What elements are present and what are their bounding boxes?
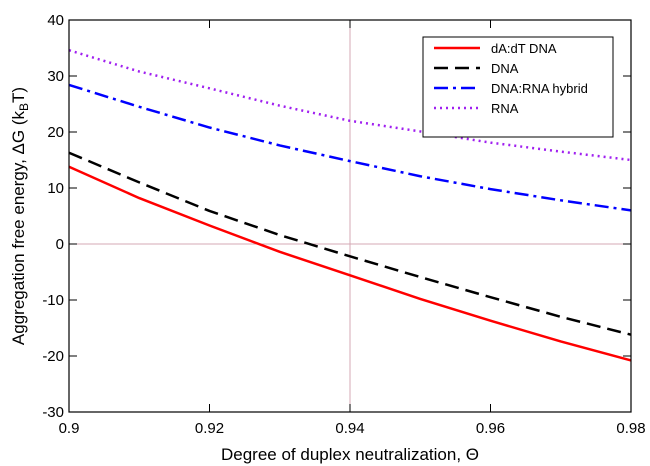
x-tick-label: 0.9 (59, 420, 80, 437)
legend-label: RNA (491, 101, 519, 116)
x-tick-label: 0.98 (616, 420, 645, 437)
series-line (68, 151, 632, 336)
y-tick-label: 0 (56, 236, 64, 253)
x-tick-label: 0.92 (195, 420, 224, 437)
x-axis-title: Degree of duplex neutralization, Θ (221, 445, 479, 464)
y-tick-label: -10 (42, 292, 64, 309)
x-tick-label: 0.94 (335, 420, 364, 437)
y-axis-title-main: Aggregation free energy, ΔG (k (9, 111, 28, 346)
series-layer (68, 49, 632, 362)
legend-items: dA:dT DNA DNA DNA:RNA hybrid RNA (434, 41, 588, 116)
y-axis-title: Aggregation free energy, ΔG (kBT) (9, 87, 31, 345)
y-tick-label: 40 (47, 12, 64, 29)
legend: dA:dT DNA DNA DNA:RNA hybrid RNA (422, 36, 614, 138)
legend-label: DNA:RNA hybrid (491, 81, 588, 96)
ticks-layer: 0.9 0.92 0.94 0.96 0.98 -30 -20 -10 0 10 20 30 40 (42, 12, 645, 437)
y-tick-label: 10 (47, 180, 64, 197)
series-line (68, 83, 632, 212)
y-tick-label: 30 (47, 68, 64, 85)
legend-label: DNA (491, 61, 519, 76)
y-tick-label: 20 (47, 124, 64, 141)
x-tick-label: 0.96 (476, 420, 505, 437)
y-tick-label: -30 (42, 404, 64, 421)
legend-label: dA:dT DNA (491, 41, 557, 56)
series-line (68, 165, 632, 362)
series-line (68, 49, 632, 162)
y-axis-title-subscript: B (17, 103, 31, 111)
y-tick-label: -20 (42, 348, 64, 365)
reference-lines (69, 20, 631, 412)
y-axis-title-end: T) (9, 87, 28, 103)
